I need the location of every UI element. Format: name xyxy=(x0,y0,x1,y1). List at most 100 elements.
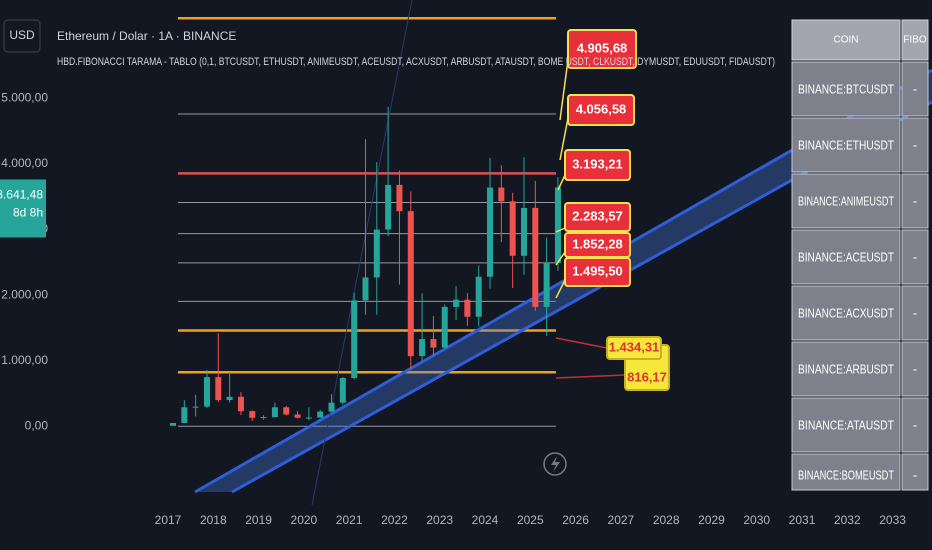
candle-body xyxy=(203,377,210,407)
table-cell xyxy=(791,61,901,117)
annotation-label: 1.852,28 xyxy=(572,236,623,251)
x-tick-label: 2017 xyxy=(155,513,182,527)
annotation-pointer xyxy=(555,227,566,233)
candle-body xyxy=(498,187,505,202)
candle-body xyxy=(317,411,324,418)
candle-body xyxy=(520,207,527,256)
y-tick-label: 1.000,00 xyxy=(1,353,48,367)
table-header-cell xyxy=(791,19,901,61)
annotation-pointer xyxy=(559,117,569,161)
candle-body xyxy=(430,339,437,348)
annotation-pointer xyxy=(555,374,626,379)
annotation-box xyxy=(606,336,662,360)
annotation-box xyxy=(564,149,631,181)
table-cell-text: - xyxy=(913,249,917,264)
candle-body xyxy=(543,262,550,307)
candle-body xyxy=(192,406,199,408)
event-icon[interactable] xyxy=(543,452,567,476)
candle-body xyxy=(509,201,516,256)
currency-button[interactable] xyxy=(3,19,41,53)
candle-body xyxy=(271,407,278,418)
candle-body xyxy=(396,184,403,212)
candle-body xyxy=(554,187,561,263)
ray xyxy=(311,0,413,506)
annotation-box xyxy=(564,202,631,232)
x-tick-label: 2021 xyxy=(336,513,363,527)
table-cell xyxy=(901,117,929,173)
table-cell-text: BINANCE:BTCUSDT xyxy=(798,81,894,96)
event-icon-bolt xyxy=(551,456,560,472)
x-tick-label: 2026 xyxy=(562,513,589,527)
table-cell xyxy=(791,285,901,341)
candle-body xyxy=(305,417,312,419)
table-cell-text: - xyxy=(913,361,917,376)
candle-body xyxy=(170,423,177,426)
candle-body xyxy=(464,299,471,317)
candle-body xyxy=(487,187,494,277)
candle-body xyxy=(351,300,358,378)
candle-body xyxy=(362,277,369,301)
annotation-box xyxy=(567,29,637,69)
candle-body xyxy=(215,377,222,401)
x-tick-label: 2030 xyxy=(743,513,770,527)
candle-body xyxy=(237,396,244,412)
table-cell xyxy=(791,229,901,285)
annotation-box xyxy=(567,94,635,126)
table-cell xyxy=(901,229,929,285)
x-tick-label: 2031 xyxy=(789,513,816,527)
x-tick-label: 2027 xyxy=(608,513,635,527)
table-cell xyxy=(901,453,929,491)
table-cell-text: - xyxy=(913,305,917,320)
table-cell xyxy=(791,117,901,173)
table-cell-text: BINANCE:ACXUSDT xyxy=(798,305,894,320)
annotation-label: 4.905,68 xyxy=(577,40,628,55)
candle-body xyxy=(294,414,301,418)
table-cell-text: BINANCE:ANIMEUSDT xyxy=(798,193,894,208)
table-cell-text: - xyxy=(913,467,917,482)
table-cell xyxy=(901,61,929,117)
candle-body xyxy=(475,276,482,317)
x-tick-label: 2033 xyxy=(879,513,906,527)
x-tick-label: 2018 xyxy=(200,513,227,527)
x-tick-label: 2023 xyxy=(426,513,453,527)
x-tick-label: 2020 xyxy=(291,513,318,527)
candle-body xyxy=(226,396,233,401)
candle-body xyxy=(441,306,448,348)
x-tick-label: 2025 xyxy=(517,513,544,527)
annotation-pointer xyxy=(555,279,566,299)
table-cell-text: BINANCE:ATAUSDT xyxy=(798,417,894,432)
table-cell-text: BINANCE:ETHUSDT xyxy=(798,137,894,152)
table-cell-text: - xyxy=(913,137,917,152)
table-cell xyxy=(791,341,901,397)
y-tick-label: 4.000,00 xyxy=(1,156,48,170)
candle-body xyxy=(419,339,426,357)
candle-body xyxy=(283,407,290,415)
table-cell xyxy=(791,173,901,229)
table-header-cell xyxy=(901,19,929,61)
candle-body xyxy=(373,229,380,278)
candle-body xyxy=(260,417,267,419)
y-tick-label: 5.000,00 xyxy=(1,91,48,105)
candle-body xyxy=(385,184,392,230)
x-tick-label: 2022 xyxy=(381,513,408,527)
candle-body xyxy=(339,377,346,403)
table-cell-text: - xyxy=(913,193,917,208)
annotation-label: 816,17 xyxy=(627,369,667,384)
annotation-label: 3.193,21 xyxy=(572,156,623,171)
annotation-label: 1.495,50 xyxy=(572,263,623,278)
x-tick-label: 2019 xyxy=(245,513,272,527)
table-cell xyxy=(901,397,929,453)
table-cell-text: BINANCE:ACEUSDT xyxy=(798,249,894,264)
chart-title: Ethereum / Dolar · 1A · BINANCE xyxy=(57,29,236,43)
y-tick-label: 0,00 xyxy=(25,418,49,432)
price-countdown: 8d 8h xyxy=(13,206,43,220)
table-cell xyxy=(901,173,929,229)
x-tick-label: 2028 xyxy=(653,513,680,527)
candle-body xyxy=(181,407,188,424)
table-cell xyxy=(901,285,929,341)
annotation-label: 1.434,31 xyxy=(609,339,660,354)
candle-body xyxy=(532,207,539,307)
candle-body xyxy=(407,211,414,357)
x-tick-label: 2032 xyxy=(834,513,861,527)
y-tick-label: 2.000,00 xyxy=(1,287,48,301)
